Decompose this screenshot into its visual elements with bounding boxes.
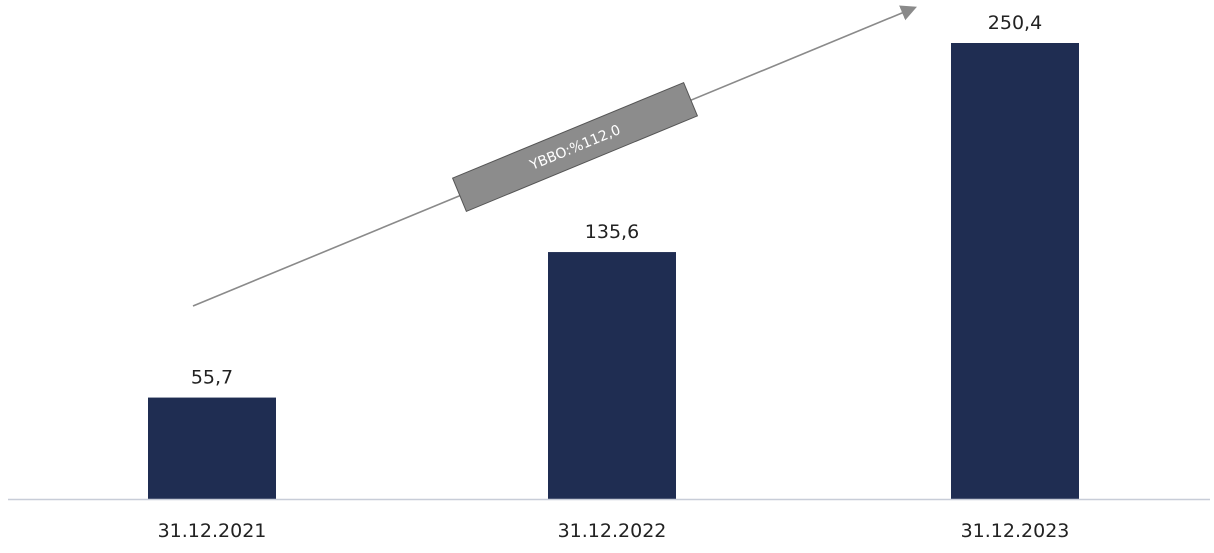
data-label-31.12.2022: 135,6 [585,221,639,243]
labels-group: 55,7 135,6 250,4 [191,12,1042,389]
annotation-box: YBBO:%112,0 [451,81,699,213]
bar-31.12.2023 [951,43,1079,499]
annotation-box-rect [451,81,699,213]
x-tick-label-31.12.2021: 31.12.2021 [158,520,267,542]
bar-31.12.2022 [548,252,676,499]
x-tick-label-31.12.2023: 31.12.2023 [961,520,1070,542]
data-label-31.12.2021: 55,7 [191,367,233,389]
x-tick-labels: 31.12.2021 31.12.2022 31.12.2023 [158,520,1070,542]
x-tick-label-31.12.2022: 31.12.2022 [558,520,667,542]
bar-31.12.2021 [148,397,276,499]
bars-group [148,43,1079,499]
data-label-31.12.2023: 250,4 [988,12,1042,34]
